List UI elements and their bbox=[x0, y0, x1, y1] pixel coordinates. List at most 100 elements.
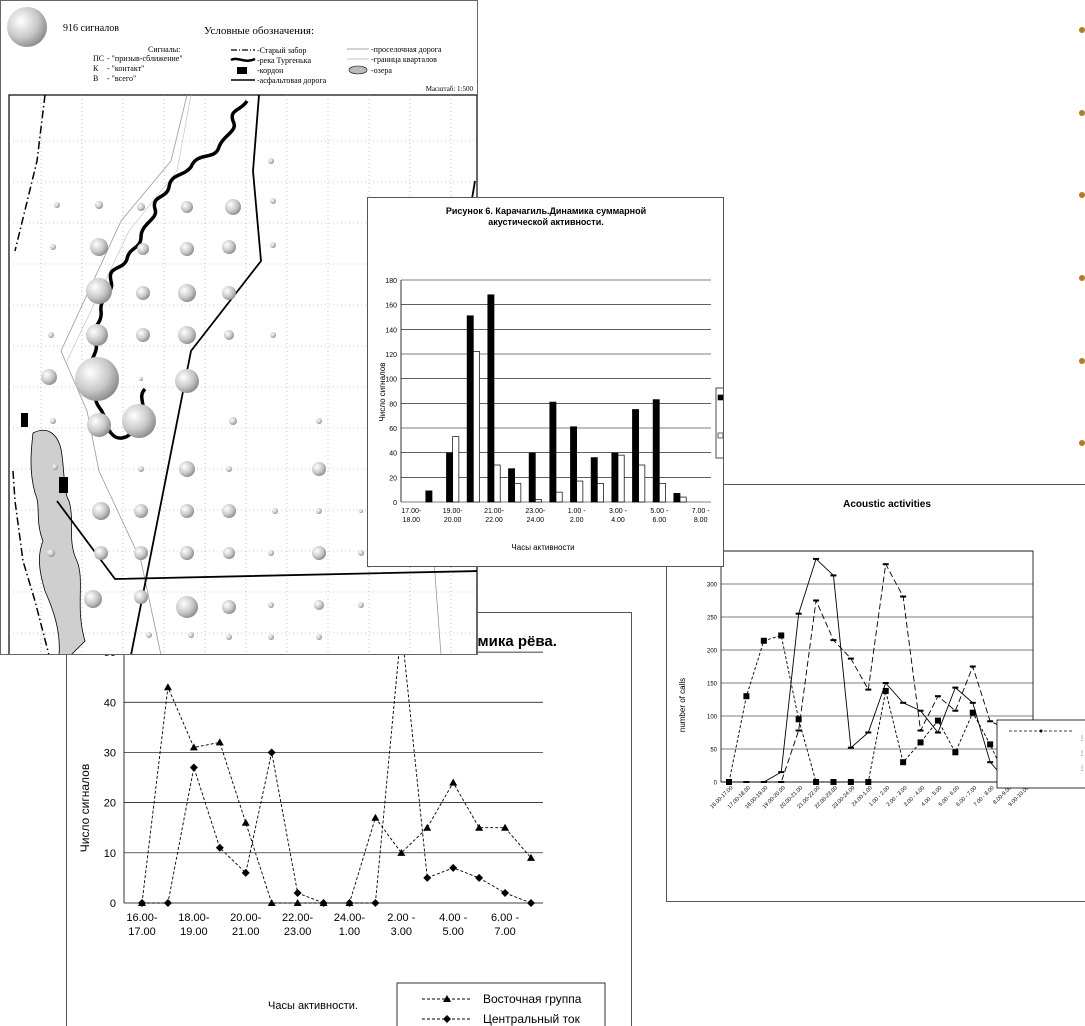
aa-point bbox=[813, 557, 820, 560]
roar-point bbox=[475, 873, 484, 882]
roar-y-tick-label: 30 bbox=[104, 747, 116, 759]
bullet bbox=[1079, 110, 1085, 116]
legend-item: -кордон bbox=[257, 66, 284, 75]
aa-point bbox=[882, 687, 889, 694]
signal-sphere bbox=[222, 600, 236, 614]
aa-point bbox=[778, 771, 785, 774]
aa-y-tick-label: 250 bbox=[707, 616, 718, 622]
aa-point bbox=[813, 779, 820, 785]
aa-point bbox=[987, 761, 994, 764]
aa-point bbox=[830, 639, 837, 642]
aa-point bbox=[987, 741, 994, 748]
roar-point bbox=[423, 823, 432, 831]
roar-point bbox=[527, 853, 535, 861]
bullet bbox=[1079, 358, 1085, 364]
legend-item: -проселочная дорога bbox=[371, 45, 442, 54]
roar-x-tick-label: 5.00 bbox=[442, 926, 463, 938]
signal-sphere bbox=[316, 418, 322, 424]
aa-point bbox=[795, 729, 802, 732]
acoustic-activities-panel: Acoustic activities number of calls 0 50 1… bbox=[666, 484, 1085, 902]
cordon-marker bbox=[21, 413, 28, 427]
signal-sphere bbox=[268, 158, 274, 164]
svg-text:⋮: ⋮ bbox=[1079, 751, 1085, 757]
aa-point bbox=[760, 637, 767, 644]
bar-y-tick-label: 60 bbox=[389, 426, 397, 433]
signal-sphere bbox=[223, 547, 235, 559]
signal-sphere bbox=[94, 546, 108, 560]
bar bbox=[632, 409, 640, 503]
aa-point bbox=[830, 574, 837, 577]
roar-series-line bbox=[141, 685, 532, 904]
roar-point bbox=[189, 763, 198, 772]
signal-sphere bbox=[224, 330, 234, 340]
signal-sphere bbox=[270, 198, 276, 204]
roar-x-tick-label: 18.00- bbox=[178, 912, 210, 924]
roar-chart-title: ...мика рёва. bbox=[465, 633, 557, 650]
acoustic-activities-chart: Acoustic activities number of calls 0 50 1… bbox=[678, 499, 1085, 810]
aa-point bbox=[743, 693, 750, 700]
signal-sphere bbox=[180, 546, 194, 560]
roar-x-tick-label: 24.00- bbox=[334, 912, 366, 924]
roar-x-tick-label: 17.00 bbox=[128, 926, 156, 938]
signal-sphere bbox=[270, 332, 276, 338]
aa-point bbox=[743, 781, 750, 783]
aa-point bbox=[865, 779, 872, 785]
signal-sphere bbox=[316, 634, 322, 640]
signal-desc: - "контакт" bbox=[107, 64, 144, 73]
roar-point bbox=[241, 818, 250, 826]
roar-point bbox=[293, 899, 302, 906]
roar-point bbox=[215, 843, 224, 852]
aa-series-line bbox=[729, 562, 1026, 783]
roar-x-tick-label: 4.00 - bbox=[439, 912, 467, 924]
roar-x-axis-title: Часы активности. bbox=[268, 1000, 358, 1012]
bar-x-tick-label: 2.00 bbox=[570, 517, 584, 524]
signal-sphere bbox=[50, 244, 56, 250]
aa-point bbox=[952, 749, 959, 756]
signal-sphere bbox=[179, 461, 195, 477]
signal-sphere bbox=[359, 509, 363, 513]
signal-sphere bbox=[314, 600, 324, 610]
aa-point bbox=[952, 686, 959, 689]
aa-point bbox=[934, 731, 941, 734]
bar-x-tick-label: 1.00 - bbox=[568, 508, 587, 515]
signal-sphere bbox=[222, 240, 236, 254]
aa-y-tick-label: 300 bbox=[707, 583, 718, 589]
roar-point bbox=[345, 899, 354, 907]
bar bbox=[528, 452, 536, 503]
signal-sphere bbox=[41, 369, 57, 385]
aa-point bbox=[882, 682, 889, 684]
bar bbox=[452, 436, 460, 503]
bar-chart-title-line1: Рисунок 6. Карачагиль.Динамика суммарной bbox=[446, 206, 646, 216]
aa-point bbox=[795, 716, 802, 723]
aa-point bbox=[795, 612, 802, 615]
aa-y-tick-label: 150 bbox=[707, 682, 718, 688]
signal-sphere bbox=[180, 242, 194, 256]
bullet bbox=[1079, 27, 1085, 33]
roar-point bbox=[189, 743, 198, 751]
signal-sphere bbox=[90, 238, 108, 256]
aa-point bbox=[778, 632, 785, 639]
aa-y-axis-title: number of calls bbox=[678, 678, 687, 732]
bar-x-tick-label: 4.00 bbox=[611, 517, 625, 524]
roar-x-tick-label: 1.00 bbox=[339, 926, 360, 938]
bar bbox=[576, 480, 584, 503]
signal-sphere bbox=[146, 632, 152, 638]
old-fence bbox=[12, 94, 50, 654]
signal-sphere bbox=[226, 634, 232, 640]
roar-legend-label: Центральный ток bbox=[483, 1012, 581, 1026]
legend-item: -граница кварталов bbox=[371, 55, 437, 64]
roar-y-tick-label: 0 bbox=[110, 898, 116, 910]
bar bbox=[493, 464, 501, 503]
bar bbox=[508, 468, 516, 503]
bullet bbox=[1079, 440, 1085, 446]
aa-point bbox=[865, 731, 872, 734]
signal-sphere bbox=[358, 602, 364, 608]
bar-x-tick-label: 24.00 bbox=[527, 517, 545, 524]
roar-point bbox=[319, 899, 328, 907]
aa-point bbox=[917, 709, 924, 712]
aa-point bbox=[847, 657, 854, 660]
bar-x-tick-label: 20.00 bbox=[444, 517, 462, 524]
bar bbox=[611, 452, 619, 503]
roar-point bbox=[293, 888, 302, 897]
roar-y-tick-label: 40 bbox=[104, 697, 116, 709]
